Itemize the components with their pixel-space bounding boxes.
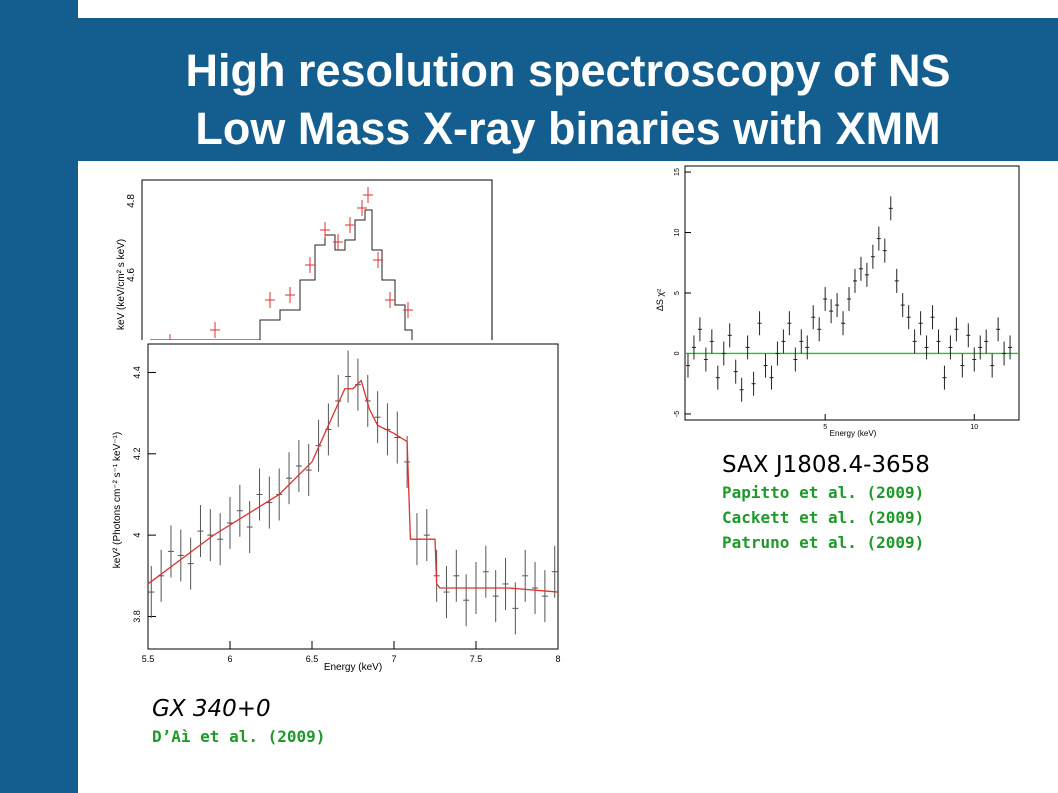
sax-reference-2: Cackett et al. (2009) (722, 508, 925, 527)
gx-xlabel: Energy (keV) (324, 662, 382, 673)
sax-residual-panel: ΔS χ² Energy (keV) 5 10 -5 0 5 10 15 (655, 160, 1025, 445)
gx-spectrum-plot: keV² (Photons cm⁻² s⁻¹ keV⁻¹) Energy (ke… (110, 340, 570, 678)
gx-xtick-label: 6.5 (306, 654, 319, 664)
gx-ytick-label: 4.2 (132, 448, 142, 461)
sax-fit-back-ytick: 4.6 (126, 268, 137, 282)
sax-fit-back-model (150, 209, 413, 348)
sax-residual-plot: ΔS χ² Energy (keV) 5 10 -5 0 5 10 15 (655, 165, 1020, 438)
gx-xtick-label: 6 (227, 654, 232, 664)
title-line-2: Low Mass X-ray binaries with XMM (195, 103, 941, 154)
gx-spectrum-panel: keV² (Photons cm⁻² s⁻¹ keV⁻¹) Energy (ke… (110, 340, 570, 683)
gx-caption: GX 340+0 D’Aì et al. (2009) (152, 694, 325, 749)
gx-xtick-label: 7.5 (470, 654, 483, 664)
sax-fit-back-ylabel: keV (keV/cm² s keV) (116, 239, 127, 330)
left-accent-bar (0, 0, 78, 793)
sax-fit-back-plot: keV (keV/cm² s keV) 4.8 4.6 (116, 179, 493, 350)
sax-fit-back-ytick: 4.8 (126, 194, 137, 208)
sax-data-points (685, 196, 1013, 402)
sax-xtick-label: 10 (970, 424, 978, 431)
sax-ylabel: ΔS χ² (655, 289, 665, 311)
sax-xtick-label: 5 (823, 424, 827, 431)
gx-xtick-label: 7 (391, 654, 396, 664)
gx-xtick-label: 5.5 (142, 654, 155, 664)
gx-model-line (147, 379, 559, 593)
gx-ytick-label: 3.8 (132, 610, 142, 623)
sax-ytick-label: -5 (674, 411, 681, 417)
sax-ytick-label: 0 (674, 351, 681, 355)
sax-plot-frame (684, 165, 1020, 421)
sax-ytick-label: 5 (674, 291, 681, 295)
sax-fit-back-panel: keV (keV/cm² s keV) 4.8 4.6 (110, 170, 500, 355)
sax-reference-3: Patruno et al. (2009) (722, 533, 925, 552)
gx-plot-frame (147, 343, 559, 650)
gx-reference-1: D’Aì et al. (2009) (152, 727, 326, 746)
title-band: High resolution spectroscopy of NS Low M… (78, 18, 1058, 161)
sax-ytick-label: 10 (674, 229, 681, 237)
gx-axis-ticks: 5.5 6 6.5 7 7.5 8 3.8 4 4.2 4.4 (132, 366, 561, 664)
gx-ylabel: keV² (Photons cm⁻² s⁻¹ keV⁻¹) (112, 432, 123, 568)
sax-reference-1: Papitto et al. (2009) (722, 483, 925, 502)
sax-ytick-label: 15 (674, 168, 681, 176)
sax-fit-back-marks (150, 187, 413, 350)
gx-xtick-label: 8 (555, 654, 560, 664)
slide-title: High resolution spectroscopy of NS Low M… (78, 42, 1058, 158)
sax-caption: SAX J1808.4-3658 Papitto et al. (2009) C… (722, 450, 930, 555)
gx-ytick-label: 4 (132, 533, 142, 538)
gx-ytick-label: 4.4 (132, 366, 142, 379)
sax-source-name: SAX J1808.4-3658 (722, 452, 930, 478)
sax-xlabel: Energy (keV) (830, 429, 877, 438)
gx-source-name: GX 340+0 (152, 696, 271, 722)
title-line-1: High resolution spectroscopy of NS (185, 45, 951, 96)
